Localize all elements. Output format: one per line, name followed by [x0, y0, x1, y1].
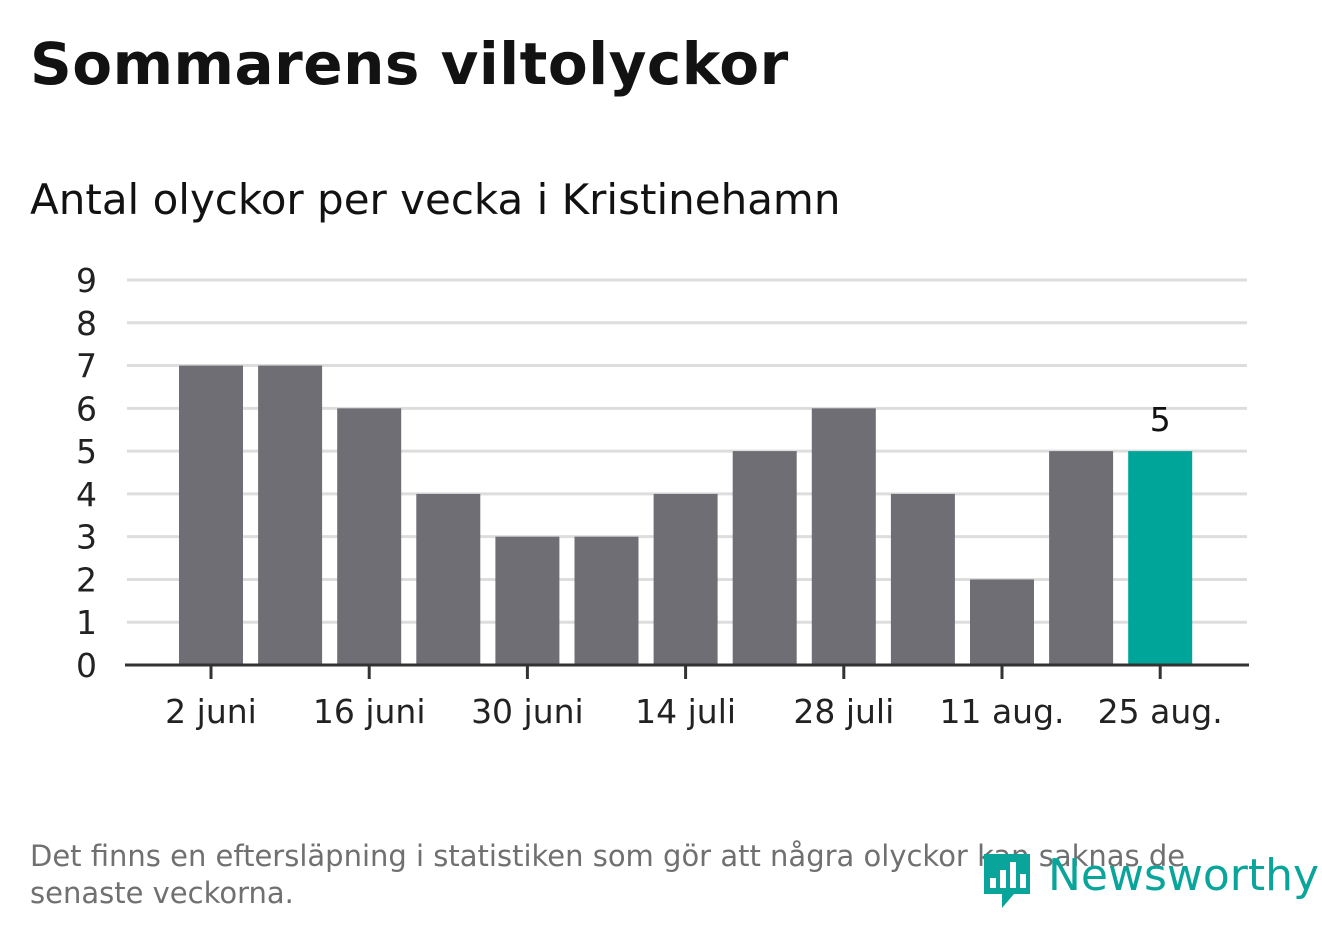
bar	[416, 493, 481, 665]
bar	[1049, 451, 1114, 665]
bar	[653, 493, 718, 665]
newsworthy-logo-icon	[984, 854, 1030, 908]
chart-subtitle: Antal olyckor per vecka i Kristinehamn	[30, 175, 841, 224]
bar	[495, 536, 560, 665]
bar	[970, 579, 1034, 665]
y-tick-label: 9	[76, 261, 97, 300]
x-axis: 2 juni 16 juni 30 juni 14 juli 28 juli 11 aug…	[125, 663, 1249, 731]
bar	[337, 408, 402, 665]
bar	[732, 451, 797, 665]
x-tick-label: 30 juni	[471, 692, 584, 731]
brand-name: Newsworthy	[1048, 850, 1320, 901]
bar	[811, 408, 876, 665]
bar	[258, 365, 323, 665]
y-tick-label: 1	[76, 603, 97, 642]
x-tick-label: 14 juli	[635, 692, 736, 731]
y-tick-label: 6	[76, 389, 97, 428]
y-tick-label: 0	[76, 646, 97, 685]
bar	[890, 493, 955, 665]
y-tick-label: 3	[76, 518, 97, 557]
x-tick-label: 2 juni	[165, 692, 257, 731]
x-tick-label: 16 juni	[313, 692, 426, 731]
newsworthy-logo: Newsworthy	[980, 848, 1319, 912]
chart-title: Sommarens viltolyckor	[30, 30, 789, 98]
y-tick-label: 7	[76, 347, 97, 386]
data-label: 5	[1150, 400, 1171, 439]
y-tick-label: 2	[76, 560, 97, 599]
bar	[179, 365, 243, 665]
x-tick-label: 11 aug.	[939, 692, 1064, 731]
x-tick-label: 25 aug.	[1098, 692, 1223, 731]
bar	[574, 536, 639, 665]
bar	[1128, 451, 1193, 665]
y-tick-label: 8	[76, 304, 97, 343]
y-tick-label: 5	[76, 432, 97, 471]
x-tick-label: 28 juli	[793, 692, 894, 731]
bars	[179, 365, 1193, 665]
y-tick-label: 4	[76, 475, 97, 514]
data-labels: 5	[1150, 400, 1171, 439]
